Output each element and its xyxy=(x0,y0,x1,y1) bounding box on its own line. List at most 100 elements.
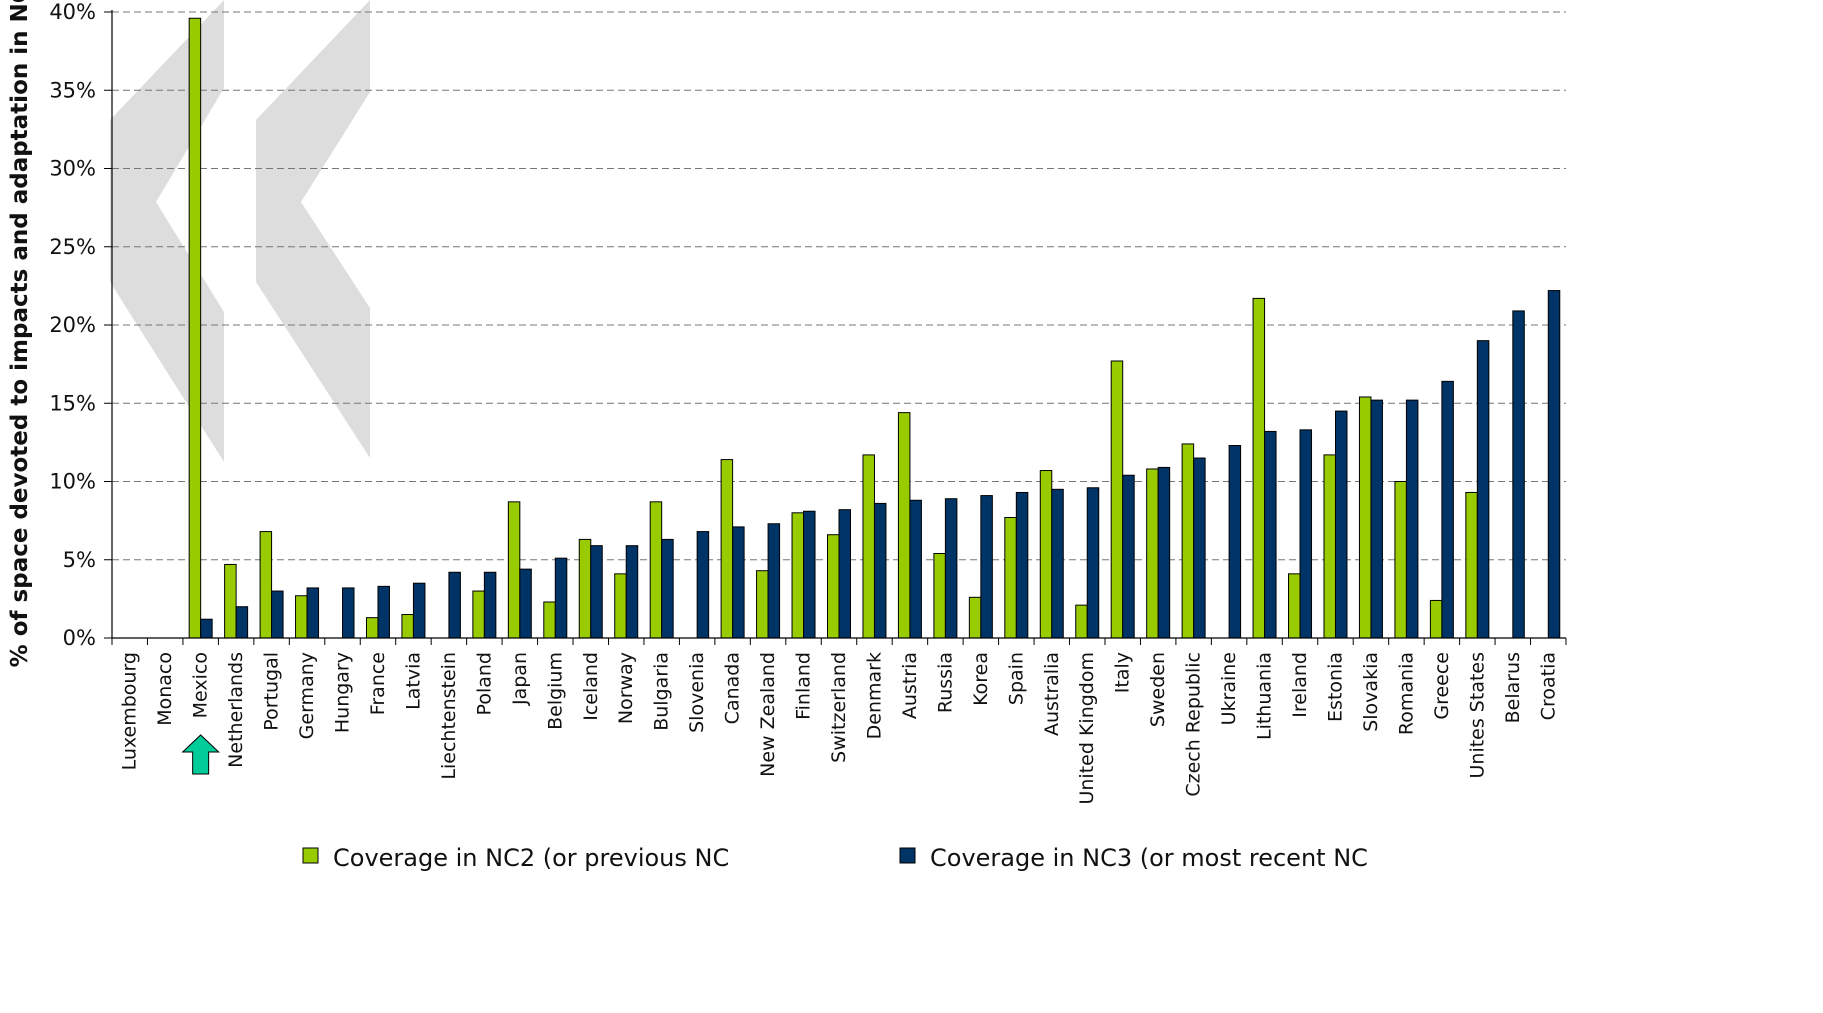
bar-nc2-italy xyxy=(1110,360,1124,639)
category-label: Portugal xyxy=(261,652,283,731)
bar-nc2-japan xyxy=(507,501,521,639)
category-label: Croatia xyxy=(1537,652,1559,720)
category-label: Unites States xyxy=(1466,652,1488,779)
bar-nc3-slovakia xyxy=(1370,399,1383,639)
bar-nc3-belgium xyxy=(554,557,568,639)
bar-nc3-estonia xyxy=(1334,410,1348,639)
bar-nc2-belgium xyxy=(543,601,556,639)
up-arrow-icon xyxy=(181,734,220,775)
bar-nc3-portugal xyxy=(271,590,284,639)
category-label: Denmark xyxy=(863,652,885,739)
category-label: Lithuania xyxy=(1254,652,1276,740)
category-label: Canada xyxy=(722,652,744,724)
y-tick-labels: 0% 5% 10% 15% 20% 25% 30% 35% 40% xyxy=(49,0,96,650)
y-tick-label: 20% xyxy=(49,313,96,337)
bar-nc2-slovakia xyxy=(1358,396,1372,639)
category-label: Korea xyxy=(970,652,992,706)
category-label: Italy xyxy=(1112,652,1134,693)
bar-nc2-mexico xyxy=(188,17,202,639)
bar-nc3-hungary xyxy=(342,587,355,639)
bar-nc2-united-kingdom xyxy=(1075,604,1088,639)
bar-nc2-iceland xyxy=(578,538,592,639)
bar-nc3-bulgaria xyxy=(661,538,674,639)
bar-nc3-netherlands xyxy=(235,606,249,639)
category-label: Russia xyxy=(934,652,956,713)
category-label: Germany xyxy=(296,652,318,739)
bar-nc3-iceland xyxy=(590,545,603,639)
bar-nc2-australia xyxy=(1039,470,1053,639)
category-label: Romania xyxy=(1395,652,1417,735)
category-label: Belgium xyxy=(544,652,566,730)
category-label: Slovenia xyxy=(686,652,708,733)
bar-nc2-greece xyxy=(1429,599,1443,639)
bar-nc2-czech-republic xyxy=(1181,443,1195,639)
bar-nc3-denmark xyxy=(873,502,887,639)
category-label: Ireland xyxy=(1289,652,1311,718)
category-label: Australia xyxy=(1041,652,1063,736)
category-label: Hungary xyxy=(332,652,354,733)
bar-nc2-austria xyxy=(897,412,911,639)
bar-nc3-croatia xyxy=(1547,290,1561,639)
category-label: Japan xyxy=(509,652,531,706)
axes xyxy=(111,10,1567,645)
bar-nc2-spain xyxy=(1004,516,1017,639)
bar-nc3-ireland xyxy=(1299,429,1313,639)
category-label: Belarus xyxy=(1502,652,1524,723)
arrow-shape xyxy=(181,734,220,775)
bar-nc3-canada xyxy=(732,526,745,639)
chevron-shape xyxy=(110,0,224,462)
category-label: Monaco xyxy=(154,652,176,726)
category-label: Austria xyxy=(899,652,921,719)
bar-nc3-austria xyxy=(909,499,922,639)
bar-nc2-sweden xyxy=(1146,468,1159,639)
category-label: Slovakia xyxy=(1360,652,1382,732)
bar-nc2-canada xyxy=(720,459,734,639)
legend-label: Coverage in NC3 (or most recent NC xyxy=(930,844,1368,872)
category-label: Bulgaria xyxy=(651,652,673,731)
y-tick-label: 25% xyxy=(49,235,96,259)
bar-nc3-greece xyxy=(1441,380,1454,639)
category-label: Estonia xyxy=(1324,652,1346,722)
y-tick-label: 0% xyxy=(63,626,96,650)
bar-nc2-portugal xyxy=(259,531,273,639)
bar-nc2-lithuania xyxy=(1252,297,1266,639)
bar-nc2-netherlands xyxy=(224,563,237,639)
bar-nc3-france xyxy=(377,585,390,639)
legend-swatch xyxy=(302,847,319,864)
bar-nc2-poland xyxy=(472,590,485,639)
category-label: Norway xyxy=(615,652,637,724)
bar-nc2-new-zealand xyxy=(756,570,769,639)
bar-nc3-romania xyxy=(1405,399,1419,639)
bar-nc3-united-kingdom xyxy=(1086,487,1100,639)
bar-nc3-lithuania xyxy=(1264,430,1277,639)
bar-nc2-unites-states xyxy=(1465,491,1478,639)
bar-nc3-russia xyxy=(944,498,958,639)
bar-nc3-mexico xyxy=(200,618,213,639)
bar-nc2-bulgaria xyxy=(649,501,663,639)
y-tick-label: 40% xyxy=(49,0,96,24)
bar-nc2-romania xyxy=(1394,481,1407,639)
category-label: Netherlands xyxy=(225,652,247,768)
category-label: Spain xyxy=(1005,652,1027,705)
category-label: Switzerland xyxy=(828,652,850,763)
bar-nc2-ireland xyxy=(1288,573,1301,639)
y-axis-label: % of space devoted to impacts and adapta… xyxy=(7,0,33,667)
bar-nc2-norway xyxy=(614,573,627,639)
bar-nc3-italy xyxy=(1122,474,1135,639)
category-label: Luxembourg xyxy=(119,652,141,770)
bar-nc3-australia xyxy=(1051,488,1064,639)
legend: Coverage in NC2 (or previous NC Coverage … xyxy=(302,844,1368,872)
bar-nc3-new-zealand xyxy=(767,523,781,639)
bar-nc2-korea xyxy=(968,596,982,639)
category-label: Mexico xyxy=(190,652,212,718)
x-category-labels: Luxembourg Monaco Mexico Netherlands Portuga… xyxy=(119,652,1560,805)
bar-nc2-russia xyxy=(933,552,946,639)
category-label: Liechtenstein xyxy=(438,652,460,780)
y-tick-label: 30% xyxy=(49,157,96,181)
bar-nc3-poland xyxy=(483,571,497,639)
legend-swatch xyxy=(899,847,916,864)
category-label: France xyxy=(367,652,389,715)
category-label: Sweden xyxy=(1147,652,1169,727)
bar-nc2-switzerland xyxy=(827,534,840,639)
gridlines xyxy=(104,11,1566,639)
